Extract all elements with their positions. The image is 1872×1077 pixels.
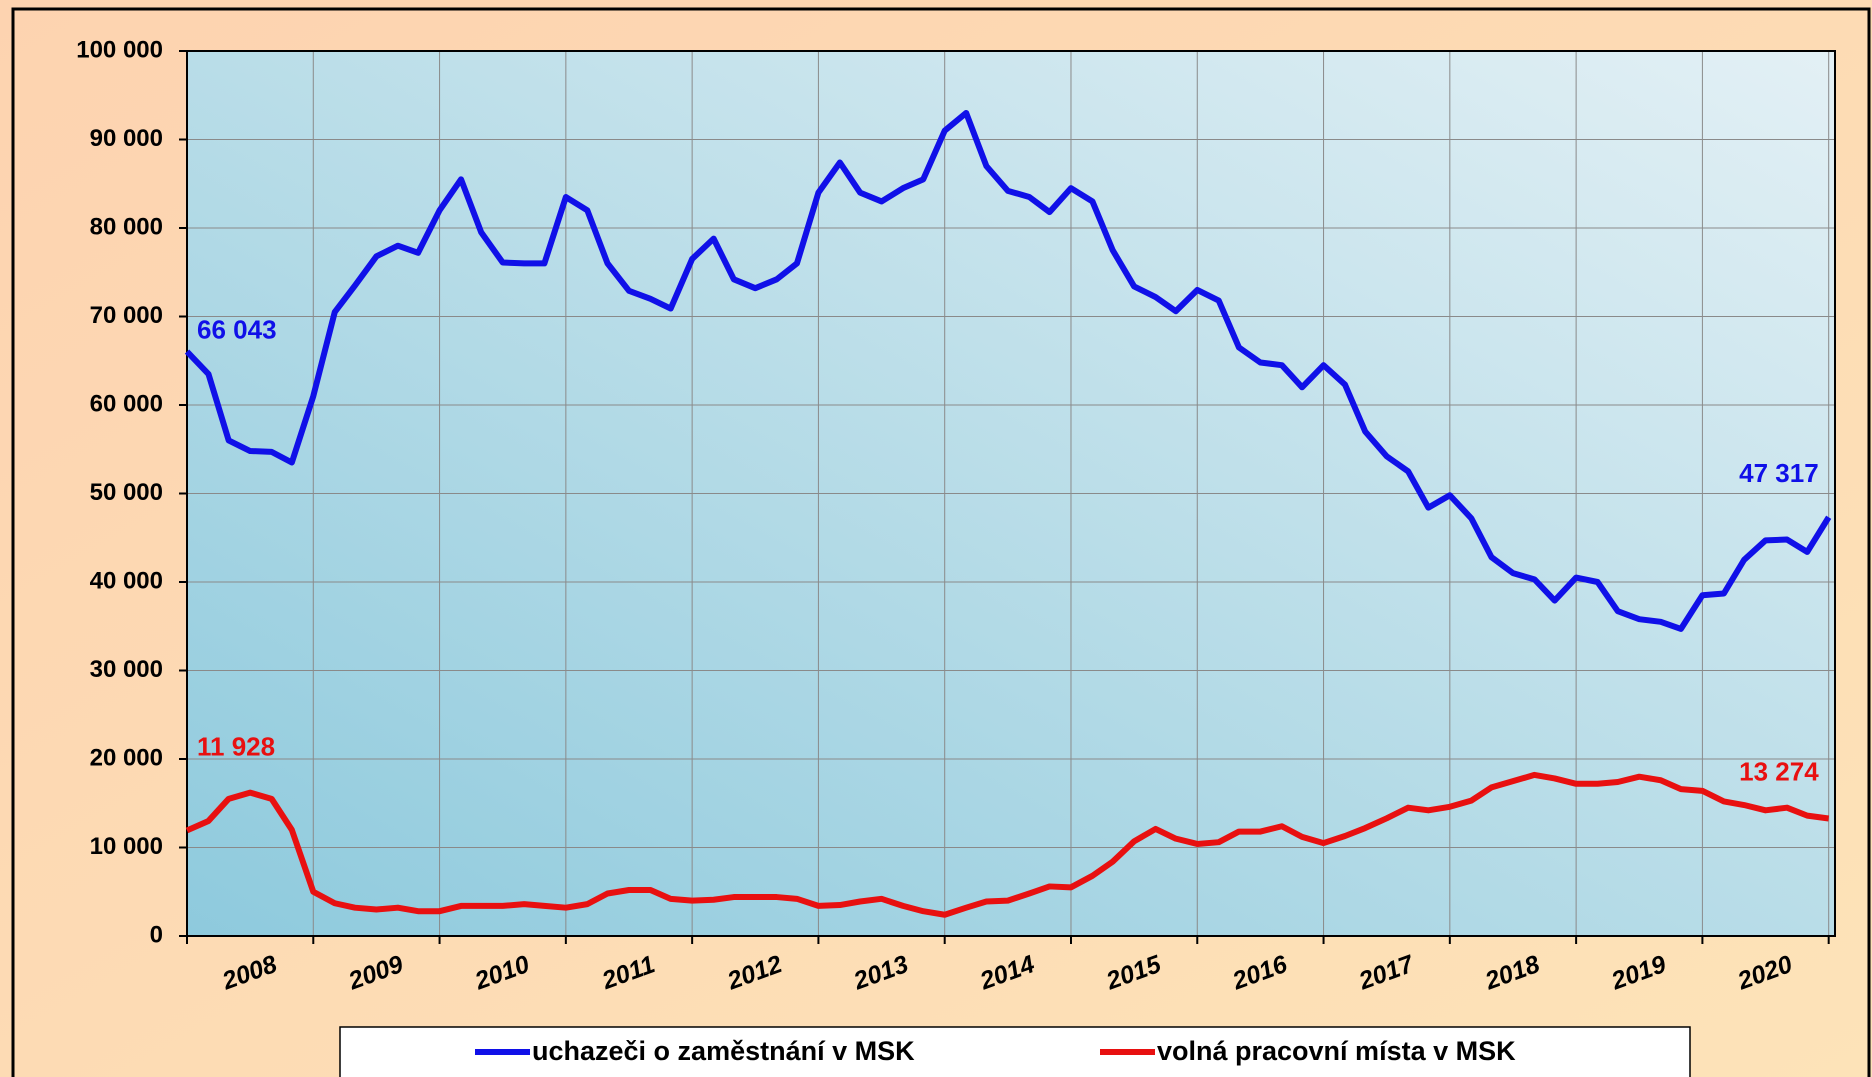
y-tick-label: 50 000: [90, 479, 163, 506]
frame: [11, 7, 1871, 1077]
plot-border: [186, 50, 1836, 937]
y-tick-label: 60 000: [90, 390, 163, 417]
y-tick-label: 90 000: [90, 125, 163, 152]
y-tick-label: 100 000: [76, 36, 163, 63]
data-label: 66 043: [197, 314, 277, 344]
data-label: 47 317: [1739, 458, 1819, 488]
y-tick-label: 40 000: [90, 567, 163, 594]
series-line: [185, 771, 1830, 918]
legend-label: volná pracovní místa v MSK: [1157, 1036, 1516, 1066]
legend: [339, 1026, 1691, 1077]
data-label: 11 928: [197, 731, 275, 761]
y-tick-label: 30 000: [90, 656, 163, 683]
series-line: [184, 109, 1832, 632]
y-tick-label: 0: [150, 921, 163, 948]
y-tick-label: 10 000: [90, 833, 163, 860]
y-tick-label: 20 000: [90, 744, 163, 771]
legend-label: uchazeči o zaměstnání v MSK: [532, 1036, 915, 1066]
y-tick-label: 80 000: [90, 213, 163, 240]
y-tick-label: 70 000: [90, 302, 163, 329]
data-label: 13 274: [1739, 756, 1819, 786]
